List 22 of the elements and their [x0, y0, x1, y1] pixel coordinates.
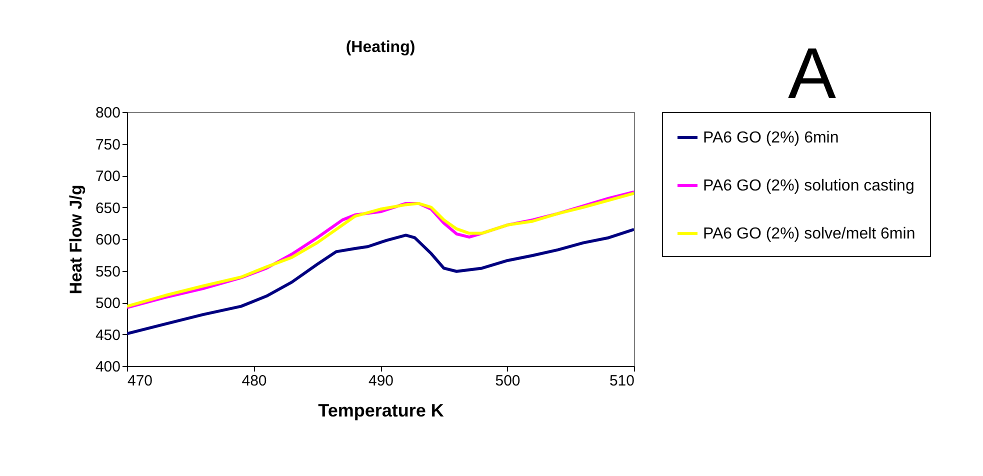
y-tick-label: 700: [95, 168, 120, 185]
x-tick-label: 490: [368, 372, 394, 390]
line-series: [127, 228, 634, 336]
y-tick-label: 500: [95, 295, 120, 312]
x-axis-title: Temperature K: [318, 400, 444, 420]
text: A: [788, 34, 836, 114]
x-tick-label: 510: [609, 372, 634, 390]
y-tick-label: 750: [95, 136, 120, 154]
x-tick-label: 470: [128, 372, 153, 390]
y-axis-title: Heat Flow J/g: [66, 184, 86, 294]
y-tick-label: 400: [95, 358, 120, 376]
y-tick-label: 450: [95, 326, 120, 344]
chart-title: (Heating): [346, 39, 416, 56]
y-tick-label: 650: [95, 200, 120, 217]
y-tick-label: 800: [95, 104, 120, 122]
y-tick-label: 600: [95, 232, 120, 248]
legend-label: PA6 GO (2%) solve/melt 6min: [703, 226, 916, 242]
y-tick-label: 550: [95, 263, 120, 280]
legend-label: PA6 GO (2%) solution casting: [703, 178, 914, 194]
x-tick-label: 480: [242, 372, 267, 390]
x-tick-label: 500: [495, 372, 520, 390]
legend-label: PA6 GO (2%) 6min: [703, 130, 839, 146]
